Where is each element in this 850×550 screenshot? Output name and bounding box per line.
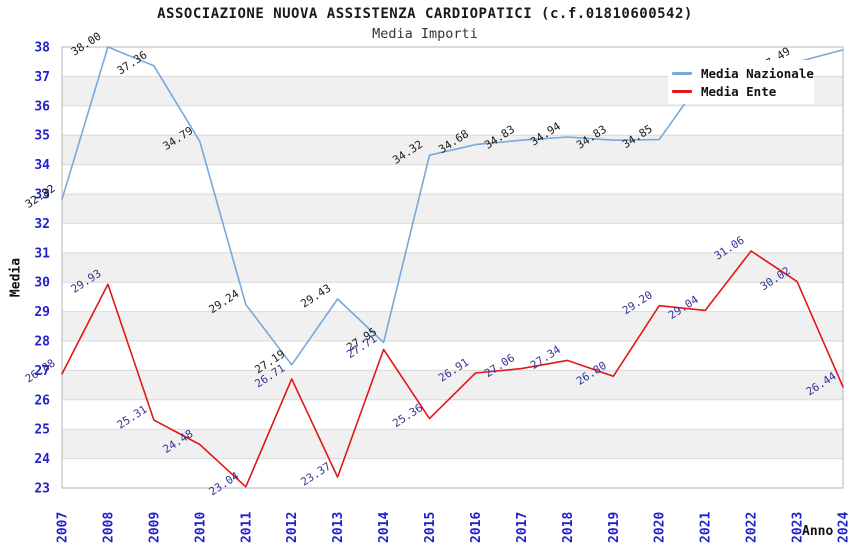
legend-label-media-nazionale: Media Nazionale <box>701 65 814 81</box>
y-tick-label: 24 <box>34 452 50 467</box>
x-axis-title: Anno <box>802 524 834 539</box>
x-tick-label: 2007 <box>56 512 71 543</box>
x-tick-label: 2012 <box>285 512 300 543</box>
x-tick-label: 2014 <box>377 512 392 543</box>
y-axis-ticks: 38 37 36 35 34 33 32 31 30 29 28 27 26 25 24 23 <box>34 41 50 497</box>
x-tick-label: 2018 <box>561 512 576 543</box>
x-axis-ticks: 2007 2008 2009 2010 2011 2012 2013 2014 2015 2016… <box>56 512 850 543</box>
x-tick-label: 2021 <box>699 512 714 543</box>
plot-border <box>61 46 844 489</box>
blue-line-swatch-icon <box>672 71 692 75</box>
y-tick-label: 27 <box>34 364 50 379</box>
x-tick-label: 2016 <box>469 512 484 543</box>
x-tick-label: 2017 <box>515 512 530 543</box>
x-tick-label: 2009 <box>147 512 162 543</box>
x-tick-label: 2019 <box>607 512 622 543</box>
x-tick-label: 2011 <box>239 512 254 543</box>
y-tick-label: 34 <box>34 158 50 173</box>
plot-bands <box>62 47 843 488</box>
y-tick-label: 28 <box>34 335 50 350</box>
y-tick-label: 33 <box>34 188 50 203</box>
x-tick-label: 2008 <box>101 512 116 543</box>
y-axis-title: Media <box>8 257 24 298</box>
legend: Media Nazionale Media Ente <box>668 60 814 104</box>
y-tick-label: 25 <box>34 423 50 438</box>
y-tick-label: 36 <box>34 99 50 114</box>
y-tick-label: 23 <box>34 482 50 497</box>
chart-title: ASSOCIAZIONE NUOVA ASSISTENZA CARDIOPATI… <box>157 6 693 22</box>
x-tick-label: 2024 <box>837 512 850 543</box>
x-tick-label: 2015 <box>423 512 438 543</box>
series-line-media-ente <box>61 250 844 488</box>
x-tick-label: 2023 <box>791 512 806 543</box>
y-tick-label: 29 <box>34 305 50 320</box>
x-tick-label: 2022 <box>745 512 760 543</box>
y-tick-label: 37 <box>34 70 50 85</box>
chart-subtitle: Media Importi <box>372 26 478 42</box>
y-tick-label: 38 <box>34 41 50 56</box>
data-point-label: 26.88 <box>23 357 58 386</box>
legend-label-media-ente: Media Ente <box>701 83 777 99</box>
x-tick-label: 2010 <box>193 512 208 543</box>
y-tick-label: 30 <box>34 276 50 291</box>
y-tick-label: 32 <box>34 217 50 232</box>
legend-item-media-ente: Media Ente <box>672 84 810 99</box>
red-line-swatch-icon <box>672 89 692 93</box>
y-tick-label: 31 <box>34 246 50 261</box>
y-tick-label: 26 <box>34 393 50 408</box>
x-tick-label: 2020 <box>653 512 668 543</box>
x-tick-label: 2013 <box>331 512 346 543</box>
data-point-label: 32.82 <box>23 182 58 211</box>
legend-item-media-nazionale: Media Nazionale <box>672 66 814 81</box>
y-tick-label: 35 <box>34 129 50 144</box>
